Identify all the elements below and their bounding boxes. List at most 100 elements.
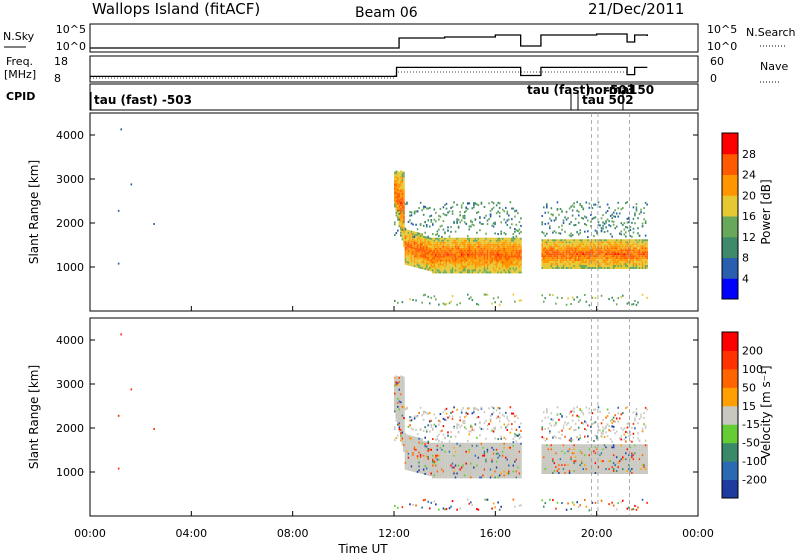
power-echo: [409, 250, 411, 253]
power-echo: [491, 208, 493, 211]
power-echo: [419, 201, 422, 204]
power-echo: [622, 257, 624, 260]
power-echo: [558, 255, 560, 258]
power-echo: [558, 243, 560, 246]
velocity-echo: [397, 421, 399, 424]
velocity-echo: [471, 412, 474, 415]
velocity-echo: [462, 466, 464, 469]
power-echo: [512, 233, 515, 236]
power-echo: [559, 241, 562, 244]
power-echo: [518, 237, 521, 240]
power-echo: [511, 261, 513, 264]
power-echo: [448, 235, 451, 238]
velocity-echo: [394, 394, 396, 397]
power-echo: [501, 255, 504, 258]
power-echo: [412, 260, 414, 263]
power-echo: [564, 261, 566, 264]
power-echo: [582, 249, 585, 252]
power-echo: [395, 184, 398, 187]
power-echo: [463, 267, 466, 270]
velocity-echo: [428, 466, 431, 469]
power-echo: [542, 232, 545, 235]
power-echo: [482, 269, 484, 272]
power-echo: [635, 209, 638, 212]
power-echo: [404, 258, 407, 261]
power-echo: [479, 267, 481, 270]
velocity-echo: [438, 419, 440, 422]
power-echo: [448, 243, 451, 246]
power-echo: [515, 265, 518, 268]
power-echo: [571, 261, 574, 264]
velocity-echo: [495, 464, 498, 467]
velocity-echo: [514, 452, 516, 455]
power-echo: [466, 293, 469, 296]
power-echo: [447, 271, 449, 274]
power-echo: [492, 243, 495, 246]
power-echo: [596, 251, 598, 254]
power-echo: [541, 294, 544, 297]
power-echo: [635, 259, 638, 262]
power-echo: [611, 257, 613, 260]
power-echo: [606, 249, 609, 252]
power-echo: [497, 267, 499, 270]
velocity-echo: [422, 429, 425, 432]
power-echo: [404, 260, 407, 263]
velocity-echo: [451, 464, 454, 467]
power-echo: [553, 239, 556, 242]
power-echo: [623, 267, 626, 269]
velocity-echo: [400, 417, 402, 419]
power-echo: [635, 253, 638, 256]
power-echo: [503, 259, 506, 262]
velocity-echo: [412, 461, 414, 464]
velocity-echo: [494, 426, 496, 429]
power-echo: [549, 225, 551, 228]
velocity-echo: [495, 448, 498, 451]
power-echo: [421, 251, 423, 254]
power-echo: [409, 238, 411, 241]
velocity-echo: [400, 383, 402, 386]
velocity-echo: [501, 458, 504, 461]
power-echo: [421, 243, 423, 246]
power-echo: [579, 265, 582, 268]
velocity-echo: [436, 444, 439, 447]
velocity-echo: [477, 452, 480, 455]
power-echo: [605, 211, 607, 214]
power-echo: [573, 267, 575, 269]
velocity-echo: [512, 462, 515, 465]
power-echo: [492, 202, 495, 205]
power-echo: [445, 207, 448, 210]
velocity-echo: [482, 460, 484, 463]
power-echo: [438, 263, 440, 266]
power-echo: [477, 259, 480, 262]
velocity-echo: [436, 458, 439, 461]
power-echo: [591, 251, 594, 254]
velocity-echo: [454, 460, 457, 463]
power-echo: [397, 177, 399, 180]
power-echo: [415, 261, 417, 264]
power-echo: [565, 218, 568, 221]
power-echo: [468, 228, 471, 231]
power-echo: [568, 263, 571, 266]
power-echo: [407, 257, 410, 260]
velocity-echo: [448, 440, 451, 443]
power-echo: [646, 249, 648, 252]
velocity-echo: [400, 381, 402, 384]
velocity-echo: [497, 454, 499, 457]
velocity-echo: [415, 456, 417, 459]
power-echo: [506, 239, 509, 242]
power-echo: [406, 235, 408, 238]
power-echo: [456, 267, 458, 270]
power-echo: [435, 257, 437, 260]
power-echo: [638, 212, 641, 215]
power-echo: [425, 260, 428, 263]
power-echo: [398, 185, 401, 188]
power-echo: [435, 261, 437, 264]
power-echo: [403, 241, 405, 244]
velocity-echo: [413, 438, 416, 441]
power-echo: [559, 232, 562, 235]
power-echo: [631, 221, 633, 224]
power-echo: [403, 209, 405, 212]
power-echo: [397, 208, 399, 211]
power-echo: [492, 247, 495, 250]
velocity-echo: [482, 472, 484, 475]
